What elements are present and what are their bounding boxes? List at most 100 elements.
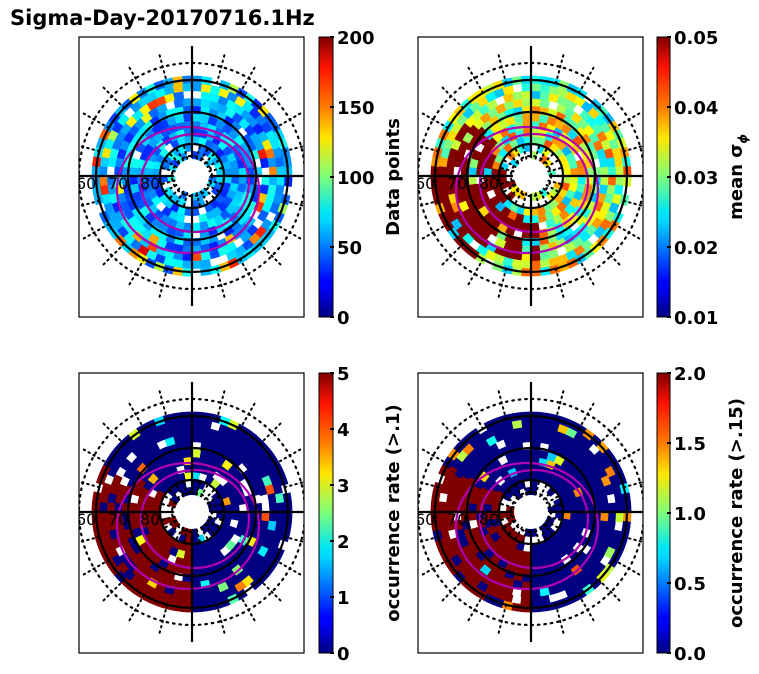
- heatmap-bin: [564, 99, 578, 111]
- heatmap-bin: [580, 436, 594, 450]
- heatmap-bin: [257, 130, 270, 144]
- heatmap-bin: [521, 98, 532, 107]
- mlt-gridline: [215, 387, 227, 421]
- heatmap-bin: [470, 190, 482, 203]
- heatmap-bin: [512, 91, 524, 101]
- heatmap-bin: [489, 145, 501, 157]
- heatmap-bin: [548, 92, 560, 104]
- colorbar-tick-label: 0.5: [674, 574, 706, 595]
- heatmap-bin: [173, 434, 185, 445]
- colorbar-tick-label: 1: [337, 588, 350, 609]
- heatmap-bin: [483, 511, 492, 521]
- heatmap-bin: [513, 449, 524, 460]
- heatmap-bin: [515, 472, 526, 483]
- heatmap-bin: [522, 207, 531, 217]
- heatmap-bin: [107, 519, 117, 531]
- heatmap-bin: [144, 503, 154, 512]
- mlt-gridline: [160, 515, 176, 522]
- heatmap-bin: [223, 168, 233, 177]
- heatmap-bin: [520, 252, 531, 262]
- mlt-gridline: [215, 51, 227, 85]
- heatmap-bin: [554, 504, 564, 513]
- panel-occurrence-rate-0.1: 60 70 80 0 1 2 3 4 5 occurrence rate (>.1): [76, 364, 404, 665]
- heatmap-bin: [171, 594, 184, 605]
- heatmap-bin: [181, 252, 192, 262]
- heatmap-bin: [614, 156, 624, 168]
- heatmap-bin: [551, 550, 564, 562]
- mlt-gridline: [554, 51, 566, 85]
- heatmap-bin: [208, 436, 221, 447]
- heatmap-bin: [199, 251, 211, 261]
- mlt-gridline: [283, 480, 304, 489]
- heatmap-bin: [521, 222, 531, 232]
- heatmap-bin: [523, 471, 532, 481]
- heatmap-bin: [276, 176, 285, 187]
- heatmap-bin: [521, 83, 532, 92]
- mlat-label: 80: [479, 510, 499, 529]
- mlt-gridline: [208, 179, 224, 186]
- heatmap-bin: [142, 532, 154, 545]
- heatmap-bin: [569, 512, 579, 521]
- heatmap-bin: [501, 256, 514, 267]
- heatmap-bin: [163, 92, 176, 103]
- heatmap-bin: [200, 595, 212, 605]
- heatmap-bin: [588, 467, 601, 481]
- heatmap-bin: [539, 83, 552, 94]
- mlt-gridline: [80, 447, 110, 465]
- heatmap-bin: [224, 241, 238, 254]
- mlt-gridline: [439, 578, 465, 604]
- mlt-gridline: [283, 144, 304, 153]
- heatmap-bin: [198, 220, 210, 231]
- heatmap-bin: [568, 495, 578, 506]
- heatmap-bin: [563, 241, 577, 254]
- mlt-gridline: [100, 578, 126, 604]
- heatmap-bin: [182, 434, 193, 443]
- heatmap-bin: [265, 147, 276, 160]
- heatmap-bin: [151, 175, 161, 184]
- heatmap-bin: [604, 129, 617, 143]
- oval-boundary-outer: [115, 125, 261, 255]
- heatmap-bin: [598, 184, 609, 196]
- mlt-gridline: [514, 483, 523, 498]
- mlat-label: 60: [415, 174, 435, 193]
- heatmap-bin: [181, 260, 192, 269]
- heatmap-bin: [446, 492, 456, 504]
- heatmap-bin: [229, 120, 243, 133]
- heatmap-bin: [129, 166, 138, 176]
- heatmap-bin: [438, 501, 447, 512]
- heatmap-bin: [468, 502, 477, 512]
- heatmap-bin: [484, 495, 494, 506]
- heatmap-bin: [230, 176, 240, 185]
- heatmap-bin: [106, 175, 116, 186]
- mlt-gridline: [554, 603, 566, 637]
- heatmap-bin: [192, 426, 203, 436]
- heatmap-bin: [208, 100, 221, 111]
- heatmap-bin: [145, 182, 155, 193]
- mlt-gridline: [182, 528, 189, 544]
- colorbar-tick-label: 150: [337, 98, 375, 119]
- heatmap-bin: [208, 585, 221, 596]
- mlt-gridline: [208, 515, 224, 522]
- mlat-label: 60: [76, 510, 96, 529]
- heatmap-bin: [485, 434, 499, 447]
- heatmap-bin: [165, 451, 178, 463]
- heatmap-bin: [537, 549, 548, 559]
- heatmap-bin: [498, 168, 508, 176]
- plot-area: 60 70 80: [418, 382, 643, 642]
- heatmap-bin: [200, 83, 213, 94]
- heatmap-bin: [200, 188, 210, 198]
- colorbar-tick-label: 0.04: [674, 98, 718, 119]
- heatmap-bin: [439, 192, 451, 205]
- heatmap-bin: [438, 175, 447, 186]
- heatmap-bin: [107, 156, 117, 168]
- heatmap-bin: [131, 485, 143, 497]
- heatmap-bin: [577, 512, 587, 522]
- mlt-gridline: [514, 190, 523, 205]
- heatmap-bin: [122, 543, 135, 557]
- heatmap-bin: [249, 467, 262, 481]
- heatmap-bin: [207, 115, 219, 127]
- axes-frame: [78, 372, 305, 654]
- heatmap-bin: [498, 175, 508, 184]
- heatmap-bin: [530, 260, 541, 269]
- heatmap-bin: [116, 147, 127, 160]
